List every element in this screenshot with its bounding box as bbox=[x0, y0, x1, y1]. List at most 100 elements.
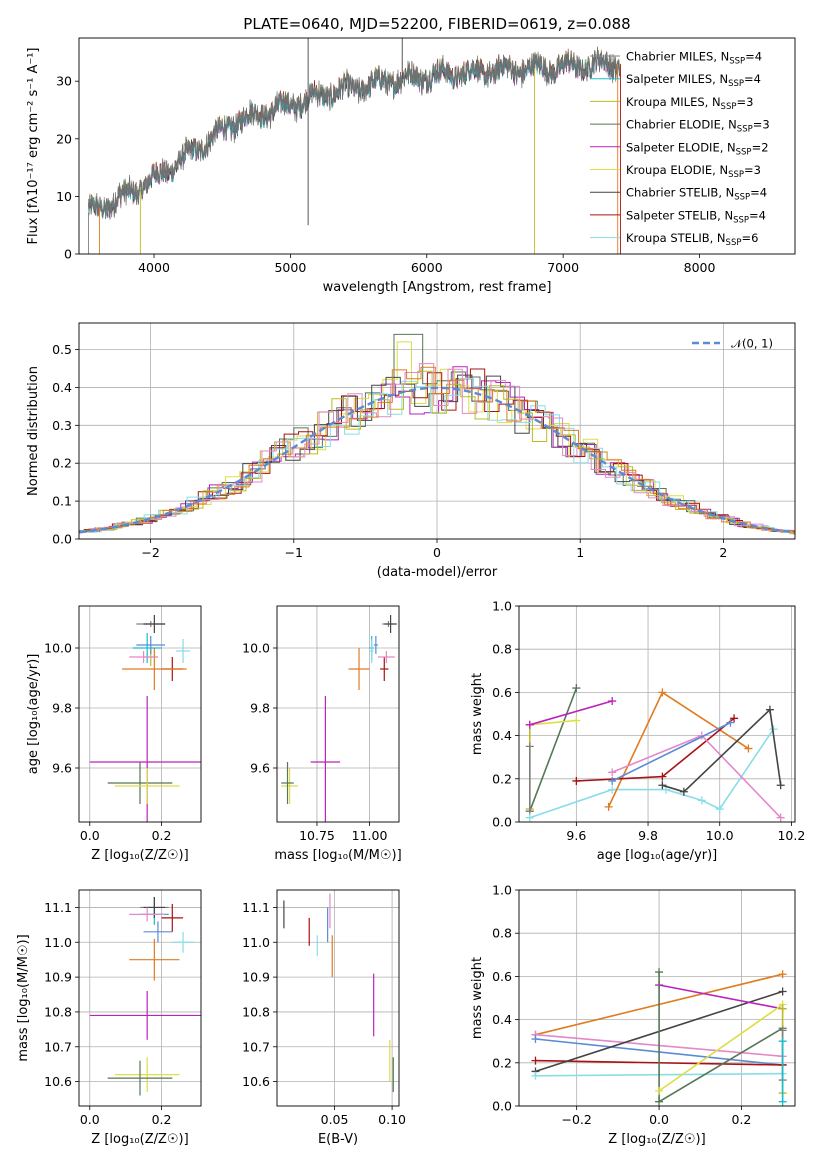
x-tick-label: 11.00 bbox=[352, 828, 388, 843]
legend: 𝒩(0, 1) bbox=[692, 337, 773, 351]
chart-age-vs-mass: 10.75 11.00 9.6 9.8 10.0 mass [log₁₀(M/M☉)] bbox=[242, 605, 402, 863]
y-tick-label: 10.0 bbox=[242, 641, 270, 656]
x-tick-label: 5000 bbox=[274, 260, 306, 275]
x-tick-label: 0.10 bbox=[378, 1112, 406, 1127]
histogram-step bbox=[88, 370, 795, 535]
clipped-area bbox=[281, 615, 397, 822]
y-tick-label: 0.0 bbox=[492, 815, 512, 830]
data-point bbox=[658, 688, 667, 697]
legend-entry: Salpeter MILES, NSSP=4 bbox=[626, 72, 761, 89]
data-point bbox=[531, 1056, 540, 1065]
clipped-area bbox=[79, 333, 795, 535]
x-axis-label: Z [log₁₀(Z/Z☉)] bbox=[608, 1132, 705, 1147]
data-point bbox=[744, 744, 753, 753]
data-point bbox=[608, 697, 617, 706]
y-axis-label: mass weight bbox=[470, 957, 485, 1039]
y-tick-label: 9.8 bbox=[250, 701, 270, 716]
y-tick-label: 0.4 bbox=[52, 380, 72, 395]
legend-entry: Kroupa MILES, NSSP=3 bbox=[626, 95, 753, 112]
data-point bbox=[778, 1026, 787, 1035]
legend-entry: Salpeter STELIB, NSSP=4 bbox=[626, 208, 766, 225]
x-tick-label: 10.0 bbox=[706, 828, 734, 843]
y-tick-label: 30 bbox=[56, 74, 72, 89]
axes-frame bbox=[518, 889, 796, 1107]
series-line bbox=[658, 984, 783, 1010]
clipped-area bbox=[89, 615, 201, 822]
x-tick-label: 0.2 bbox=[152, 828, 172, 843]
y-tick-label: 0.2 bbox=[492, 771, 512, 786]
data-point bbox=[531, 1071, 540, 1080]
y-tick-label: 9.6 bbox=[250, 761, 270, 776]
x-tick-label: 1 bbox=[576, 545, 584, 560]
x-tick-label: 0.2 bbox=[732, 1112, 752, 1127]
y-tick-label: 9.6 bbox=[52, 761, 72, 776]
data-point bbox=[572, 776, 581, 785]
chart-mass-vs-ebv: 0.05 0.10 10.6 10.7 10.8 10.9 11.0 11.1 E(B-V) bbox=[242, 889, 406, 1147]
y-tick-label: 0.4 bbox=[492, 1012, 512, 1027]
y-axis-label: age [log₁₀(age/yr)] bbox=[26, 654, 41, 775]
axes-frame bbox=[518, 605, 796, 823]
y-tick-label: 0.2 bbox=[492, 1055, 512, 1070]
data-point bbox=[778, 1097, 787, 1106]
y-tick-label: 10.8 bbox=[242, 1004, 270, 1019]
y-tick-label: 0.8 bbox=[492, 926, 512, 941]
series-line bbox=[529, 687, 578, 812]
y-axis-label: mass weight bbox=[470, 673, 485, 755]
axes-frame bbox=[78, 605, 202, 823]
y-tick-label: 10.6 bbox=[242, 1074, 270, 1089]
plot-area bbox=[88, 38, 621, 254]
series-line bbox=[658, 1003, 784, 1092]
clipped-area bbox=[88, 38, 621, 254]
data-point bbox=[726, 718, 735, 727]
plot-area bbox=[277, 606, 399, 822]
data-point bbox=[776, 813, 785, 822]
data-point bbox=[604, 802, 613, 811]
y-tick-label: 10 bbox=[56, 189, 72, 204]
y-tick-label: 10.9 bbox=[242, 970, 270, 985]
clipped-area bbox=[283, 893, 394, 1093]
y-tick-label: 10.8 bbox=[44, 1004, 72, 1019]
data-point bbox=[572, 716, 581, 725]
legend-entry: Salpeter ELODIE, NSSP=2 bbox=[626, 140, 769, 157]
x-tick-label: −1 bbox=[285, 545, 303, 560]
legend-entry: Chabrier STELIB, NSSP=4 bbox=[626, 186, 767, 203]
data-point bbox=[715, 805, 724, 814]
spectrum-line bbox=[88, 51, 621, 220]
x-axis-label: age [log₁₀(age/yr)] bbox=[597, 848, 718, 863]
x-tick-label: 0.2 bbox=[152, 1112, 172, 1127]
plot-area bbox=[79, 890, 201, 1106]
spectrum-line bbox=[88, 52, 621, 220]
series-line bbox=[662, 708, 782, 793]
data-point bbox=[765, 705, 774, 714]
y-axis-label: Normed distribution bbox=[26, 366, 41, 496]
data-point bbox=[697, 796, 706, 805]
y-tick-label: 0.6 bbox=[492, 969, 512, 984]
data-point bbox=[778, 1004, 787, 1013]
data-point bbox=[525, 720, 534, 729]
data-point bbox=[655, 968, 664, 977]
x-axis-label: (data-model)/error bbox=[377, 565, 498, 580]
x-tick-label: 6000 bbox=[411, 260, 443, 275]
chart-weight-vs-z: −0.2 0.0 0.2 0.0 0.2 0.4 0.6 0.8 1.0 Z [log₁₀(Z/Z… bbox=[470, 883, 796, 1147]
data-point bbox=[776, 781, 785, 790]
spectrum-data-line bbox=[88, 46, 621, 220]
x-tick-label: 4000 bbox=[138, 260, 170, 275]
x-tick-label: 2 bbox=[719, 545, 727, 560]
y-tick-label: 10.7 bbox=[44, 1039, 72, 1054]
chart-normed: −2 −1 0 1 2 0.0 0.1 0.2 0.3 0.4 0.5 (data-model)/er… bbox=[26, 322, 796, 580]
spectrum-line bbox=[88, 51, 621, 220]
x-tick-label: 9.6 bbox=[566, 828, 586, 843]
x-axis-label: Z [log₁₀(Z/Z☉)] bbox=[91, 848, 188, 863]
data-point bbox=[730, 714, 739, 723]
data-point bbox=[658, 772, 667, 781]
y-tick-label: 10.7 bbox=[242, 1039, 270, 1054]
axes-frame bbox=[78, 37, 796, 255]
x-tick-label: −0.2 bbox=[561, 1112, 591, 1127]
legend-entry: Kroupa ELODIE, NSSP=3 bbox=[626, 163, 761, 180]
y-tick-label: 11.1 bbox=[44, 900, 72, 915]
legend-entry: Chabrier ELODIE, NSSP=3 bbox=[626, 118, 770, 135]
y-axis-label: mass [log₁₀(M/M☉)] bbox=[16, 934, 31, 1061]
legend-entry: Chabrier MILES, NSSP=4 bbox=[626, 50, 762, 67]
histogram-step bbox=[91, 366, 795, 535]
